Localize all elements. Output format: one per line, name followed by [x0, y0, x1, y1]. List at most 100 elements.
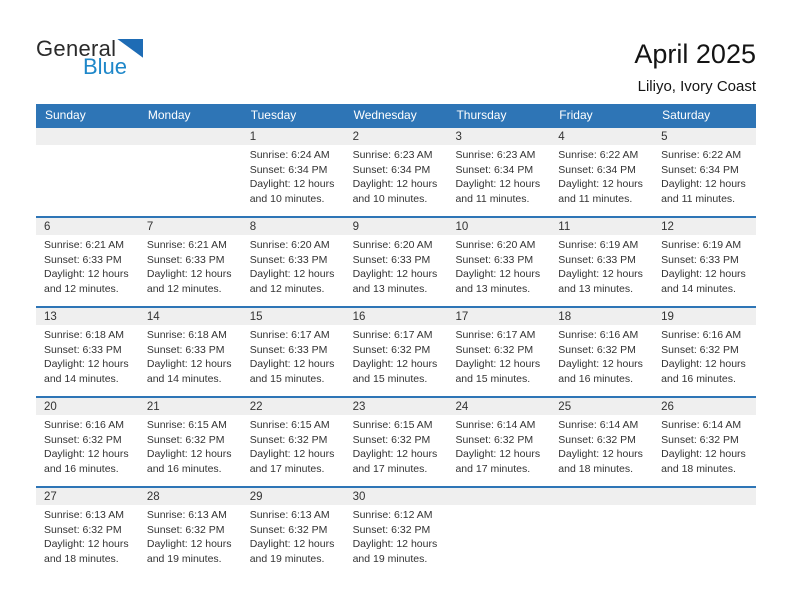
- sunset-text: Sunset: 6:32 PM: [249, 523, 328, 536]
- page-title: April 2025: [634, 39, 756, 69]
- day-number-empty: [550, 488, 653, 505]
- day-cell-26: Sunrise: 6:14 AM Sunset: 6:32 PM Daylight:…: [653, 415, 756, 486]
- daylight-hours-text: Daylight: 12 hours: [558, 178, 643, 191]
- daylight-hours-text: Daylight: 12 hours: [44, 358, 129, 371]
- weekday-header-friday: Friday: [559, 108, 593, 122]
- sunrise-text: Sunrise: 6:20 AM: [249, 239, 330, 251]
- sunrise-text: Sunrise: 6:14 AM: [558, 419, 639, 431]
- day-number-band: 27 28 29 30: [36, 488, 756, 505]
- daylight-hours-text: Daylight: 12 hours: [558, 358, 643, 371]
- day-number-26: 26: [661, 401, 674, 413]
- week-body: Sunrise: 6:24 AM Sunset: 6:34 PM Daylight:…: [36, 145, 756, 216]
- sunrise-text: Sunrise: 6:13 AM: [44, 509, 124, 521]
- daylight-hours-text: Daylight: 12 hours: [44, 538, 129, 551]
- daylight-minutes-text: and 18 minutes.: [558, 462, 634, 475]
- week-row-2: 6 7 8 9 10 11 12 Sunrise: 6:21 AM Sunset: 6:33 P…: [36, 216, 756, 306]
- daylight-hours-text: Daylight: 12 hours: [146, 538, 232, 551]
- day-cell-4: Sunrise: 6:22 AM Sunset: 6:34 PM Daylight:…: [550, 145, 653, 216]
- sunrise-text: Sunrise: 6:12 AM: [352, 509, 433, 521]
- weekday-header-thursday: Thursday: [456, 108, 507, 122]
- day-number-20: 20: [44, 401, 57, 413]
- daylight-hours-text: Daylight: 12 hours: [558, 448, 643, 461]
- day-number-band: 13 14 15 16 17 18 19: [36, 308, 756, 325]
- daylight-hours-text: Daylight: 12 hours: [455, 268, 541, 281]
- day-cell-16: Sunrise: 6:17 AM Sunset: 6:32 PM Daylight:…: [345, 325, 448, 396]
- day-number-30: 30: [352, 491, 366, 503]
- sunrise-text: Sunrise: 6:18 AM: [44, 329, 124, 341]
- sunset-text: Sunset: 6:32 PM: [661, 343, 739, 356]
- day-cell-24: Sunrise: 6:14 AM Sunset: 6:32 PM Daylight:…: [447, 415, 550, 486]
- sunset-text: Sunset: 6:33 PM: [558, 253, 636, 266]
- week-body: Sunrise: 6:21 AM Sunset: 6:33 PM Daylight:…: [36, 235, 756, 306]
- sunset-text: Sunset: 6:32 PM: [558, 433, 636, 446]
- sunset-text: Sunset: 6:32 PM: [249, 433, 328, 446]
- day-cell-11: Sunrise: 6:19 AM Sunset: 6:33 PM Daylight:…: [550, 235, 653, 306]
- day-cell-2: Sunrise: 6:23 AM Sunset: 6:34 PM Daylight:…: [345, 145, 448, 216]
- day-cell-9: Sunrise: 6:20 AM Sunset: 6:33 PM Daylight:…: [345, 235, 448, 306]
- day-number-13: 13: [44, 311, 57, 323]
- daylight-hours-text: Daylight: 12 hours: [352, 268, 438, 281]
- sunset-text: Sunset: 6:32 PM: [352, 523, 431, 536]
- sunrise-text: Sunrise: 6:13 AM: [249, 509, 330, 521]
- daylight-hours-text: Daylight: 12 hours: [661, 358, 746, 371]
- daylight-minutes-text: and 15 minutes.: [455, 372, 531, 385]
- daylight-hours-text: Daylight: 12 hours: [146, 268, 232, 281]
- day-cell-27: Sunrise: 6:13 AM Sunset: 6:32 PM Daylight:…: [36, 505, 139, 576]
- day-number-band: 20 21 22 23 24 25 26: [36, 398, 756, 415]
- day-cell-6: Sunrise: 6:21 AM Sunset: 6:33 PM Daylight:…: [36, 235, 139, 306]
- day-number-29: 29: [249, 491, 263, 503]
- daylight-minutes-text: and 16 minutes.: [44, 462, 119, 475]
- sunrise-text: Sunrise: 6:17 AM: [352, 329, 433, 341]
- sunset-text: Sunset: 6:33 PM: [352, 253, 431, 266]
- day-number-11: 11: [558, 221, 571, 233]
- sunset-text: Sunset: 6:33 PM: [146, 253, 225, 266]
- daylight-hours-text: Daylight: 12 hours: [455, 178, 541, 191]
- daylight-minutes-text: and 15 minutes.: [249, 372, 325, 385]
- day-cell-17: Sunrise: 6:17 AM Sunset: 6:32 PM Daylight:…: [447, 325, 550, 396]
- sunset-text: Sunset: 6:33 PM: [455, 253, 534, 266]
- sunset-text: Sunset: 6:32 PM: [455, 433, 534, 446]
- week-row-5: 27 28 29 30 Sunrise: 6:13 AM Sunset: 6:32 PM D…: [36, 486, 756, 576]
- daylight-minutes-text: and 13 minutes.: [455, 282, 531, 295]
- weekday-header-tuesday: Tuesday: [250, 108, 297, 122]
- daylight-minutes-text: and 18 minutes.: [661, 462, 736, 475]
- sunset-text: Sunset: 6:33 PM: [249, 253, 328, 266]
- day-number-3: 3: [455, 131, 462, 143]
- weekday-header-sunday: Sunday: [45, 108, 86, 122]
- day-cell-empty: [653, 505, 756, 576]
- daylight-hours-text: Daylight: 12 hours: [352, 538, 438, 551]
- sunset-text: Sunset: 6:33 PM: [44, 343, 122, 356]
- daylight-hours-text: Daylight: 12 hours: [249, 268, 335, 281]
- day-number-14: 14: [146, 311, 160, 323]
- day-number-4: 4: [558, 131, 565, 143]
- day-number-16: 16: [352, 311, 366, 323]
- day-number-band: 6 7 8 9 10 11 12: [36, 218, 756, 235]
- weekday-header-row: Sunday Monday Tuesday Wednesday Thursday Frid…: [36, 104, 756, 126]
- location-subtitle: Liliyo, Ivory Coast: [637, 77, 756, 95]
- day-number-23: 23: [352, 401, 366, 413]
- sunset-text: Sunset: 6:32 PM: [146, 433, 225, 446]
- daylight-minutes-text: and 13 minutes.: [558, 282, 634, 295]
- sunrise-text: Sunrise: 6:22 AM: [661, 149, 742, 161]
- day-number-6: 6: [44, 221, 51, 233]
- daylight-hours-text: Daylight: 12 hours: [352, 358, 438, 371]
- daylight-minutes-text: and 13 minutes.: [352, 282, 428, 295]
- day-cell-19: Sunrise: 6:16 AM Sunset: 6:32 PM Daylight:…: [653, 325, 756, 396]
- day-number-2: 2: [352, 131, 359, 143]
- sunset-text: Sunset: 6:32 PM: [352, 433, 431, 446]
- day-cell-29: Sunrise: 6:13 AM Sunset: 6:32 PM Daylight:…: [242, 505, 345, 576]
- sunrise-text: Sunrise: 6:22 AM: [558, 149, 639, 161]
- sunrise-text: Sunrise: 6:14 AM: [455, 419, 536, 431]
- sunrise-text: Sunrise: 6:15 AM: [249, 419, 330, 431]
- daylight-minutes-text: and 16 minutes.: [661, 372, 736, 385]
- daylight-minutes-text: and 11 minutes.: [558, 192, 633, 205]
- sunset-text: Sunset: 6:32 PM: [455, 343, 534, 356]
- weekday-header-monday: Monday: [147, 108, 191, 122]
- day-cell-23: Sunrise: 6:15 AM Sunset: 6:32 PM Daylight:…: [345, 415, 448, 486]
- day-number-25: 25: [558, 401, 572, 413]
- daylight-hours-text: Daylight: 12 hours: [44, 448, 129, 461]
- day-number-5: 5: [661, 131, 668, 143]
- day-cell-empty: [139, 145, 242, 216]
- day-cell-10: Sunrise: 6:20 AM Sunset: 6:33 PM Daylight:…: [447, 235, 550, 306]
- daylight-minutes-text: and 19 minutes.: [249, 552, 325, 565]
